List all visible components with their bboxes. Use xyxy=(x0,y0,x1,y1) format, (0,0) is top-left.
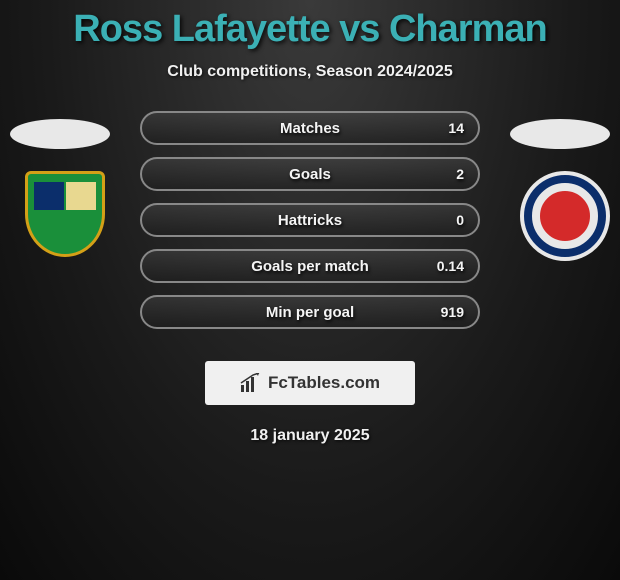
stats-list: Matches 14 Goals 2 Hattricks 0 Goals per… xyxy=(140,111,480,329)
site-logo[interactable]: FcTables.com xyxy=(205,361,415,405)
date-text: 18 january 2025 xyxy=(0,427,620,445)
comparison-content: Matches 14 Goals 2 Hattricks 0 Goals per… xyxy=(0,111,620,351)
stat-value: 2 xyxy=(456,166,464,182)
stat-row: Matches 14 xyxy=(140,111,480,145)
stat-row: Hattricks 0 xyxy=(140,203,480,237)
left-club-badge xyxy=(25,171,115,261)
chart-icon xyxy=(240,373,262,393)
stat-row: Goals per match 0.14 xyxy=(140,249,480,283)
stat-label: Matches xyxy=(142,120,478,137)
right-player-oval xyxy=(510,119,610,149)
stat-label: Min per goal xyxy=(142,304,478,321)
shield-icon xyxy=(25,171,105,257)
right-club-badge xyxy=(520,171,610,261)
wheel-badge-icon xyxy=(520,171,610,261)
logo-text: FcTables.com xyxy=(268,373,380,393)
subtitle: Club competitions, Season 2024/2025 xyxy=(0,63,620,81)
stat-row: Goals 2 xyxy=(140,157,480,191)
stat-value: 0.14 xyxy=(437,258,464,274)
stat-value: 0 xyxy=(456,212,464,228)
stat-row: Min per goal 919 xyxy=(140,295,480,329)
page-title: Ross Lafayette vs Charman xyxy=(0,0,620,51)
stat-value: 919 xyxy=(441,304,464,320)
stat-label: Goals per match xyxy=(142,258,478,275)
stat-label: Hattricks xyxy=(142,212,478,229)
stat-label: Goals xyxy=(142,166,478,183)
left-player-oval xyxy=(10,119,110,149)
stat-value: 14 xyxy=(448,120,464,136)
